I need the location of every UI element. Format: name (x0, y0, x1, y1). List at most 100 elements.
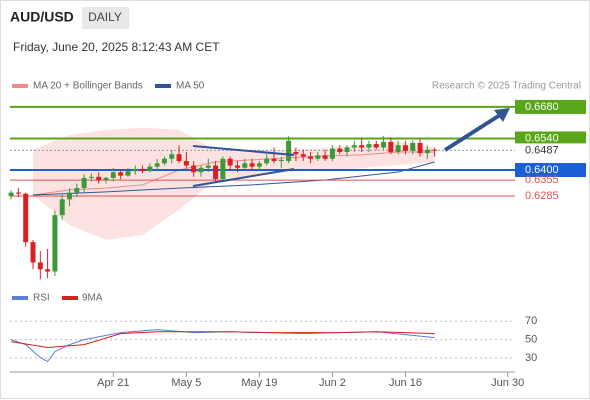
candle-body (234, 165, 240, 168)
candle-body (432, 149, 438, 151)
legend-label: RSI (33, 293, 50, 304)
y-tick-label: 30 (525, 352, 537, 364)
x-tick-label: May 5 (171, 377, 201, 389)
candle-body (286, 140, 292, 162)
candle-body (308, 156, 314, 159)
level-label: 0.6680 (525, 101, 559, 113)
legend-label: MA 50 (176, 81, 205, 92)
candle-body (169, 154, 175, 159)
ma50-line (32, 161, 435, 196)
symbol: AUD/USD (10, 9, 74, 25)
level-box (515, 163, 586, 178)
candle-body (300, 154, 306, 157)
candle-body (213, 165, 219, 180)
candle-body (315, 155, 321, 159)
candle-body (249, 163, 255, 167)
candle-body (373, 144, 379, 148)
ma20-line (32, 151, 435, 196)
candle-body (88, 176, 94, 178)
candle-body (125, 171, 131, 176)
period: DAILY (88, 10, 122, 24)
arrow-head (494, 108, 510, 122)
candle-body (344, 147, 350, 152)
copyright: Research © 2025 Trading Central (432, 81, 581, 92)
timestamp: Friday, June 20, 2025 8:12:43 AM CET (13, 40, 220, 54)
trend-line (192, 145, 295, 156)
candle-body (424, 149, 430, 154)
y-tick-label: 70 (525, 315, 537, 327)
rsi-panel: 30 50 70 Apr 21 May 5 May 19 Jun 2 Jun 16 Jun 30 (10, 315, 537, 389)
candle-body (81, 177, 87, 189)
candle-body (67, 192, 73, 200)
candle-body (205, 165, 211, 168)
candle-body (329, 148, 335, 159)
rsi-line (11, 331, 435, 349)
level-label: 0.6400 (525, 164, 559, 176)
candle-body (37, 262, 43, 270)
candle-body (161, 158, 167, 164)
legend-label: 9MA (82, 293, 103, 304)
legend-swatch (155, 84, 171, 88)
level-box (515, 143, 586, 158)
candle-body (220, 158, 226, 180)
candle-body (15, 192, 21, 194)
y-tick-label: 50 (525, 334, 537, 346)
candle-body (271, 158, 277, 162)
candle-body (191, 165, 197, 173)
candle-body (198, 167, 204, 173)
forecast-arrow (443, 113, 502, 152)
candle-body (388, 141, 394, 152)
x-tick-label: Jun 2 (319, 377, 346, 389)
legend-swatch (62, 296, 78, 300)
candle-body (402, 145, 408, 151)
candle-body (45, 269, 51, 272)
level-label: 0.6540 (525, 132, 559, 144)
candle-body (322, 155, 328, 159)
level-box (515, 131, 586, 146)
candle-body (256, 163, 262, 167)
candle-body (118, 172, 124, 176)
candle-body (183, 161, 189, 166)
level-label: 0.6285 (525, 190, 559, 202)
candle-body (140, 168, 146, 172)
candle-body (30, 242, 36, 263)
candle-body (417, 142, 423, 154)
period-box (82, 7, 129, 29)
trend-line (192, 168, 295, 187)
candle-body (359, 145, 365, 148)
candle-body (59, 199, 65, 216)
candle-body (176, 154, 182, 162)
level-label: 0.6487 (525, 144, 559, 156)
x-tick-label: Jun 30 (491, 377, 524, 389)
candle-body (278, 159, 284, 162)
candle-body (23, 193, 29, 243)
candle-body (8, 192, 14, 196)
candle-body (103, 177, 109, 181)
candle-body (132, 168, 138, 172)
legend-label: MA 20 + Bollinger Bands (33, 81, 143, 92)
candle-body (395, 145, 401, 152)
candle-body (293, 151, 299, 155)
candle-body (337, 148, 343, 152)
candle-body (110, 172, 116, 178)
candle-body (96, 176, 102, 181)
candle-body (74, 188, 80, 193)
legend-swatch (12, 84, 28, 88)
level-box (515, 99, 586, 114)
candle-body (351, 145, 357, 148)
x-tick-label: May 19 (241, 377, 277, 389)
candle-body (147, 166, 153, 172)
legend-swatch (12, 296, 28, 300)
candle-body (410, 142, 416, 151)
level-label: 0.6355 (525, 174, 559, 186)
x-tick-label: Jun 16 (389, 377, 422, 389)
x-tick-label: Apr 21 (97, 377, 129, 389)
candle-body (52, 215, 58, 272)
candle-body (366, 144, 372, 148)
candle-body (242, 163, 248, 168)
candle-body (381, 141, 387, 148)
candle-body (154, 163, 160, 167)
candle-body (227, 158, 233, 166)
